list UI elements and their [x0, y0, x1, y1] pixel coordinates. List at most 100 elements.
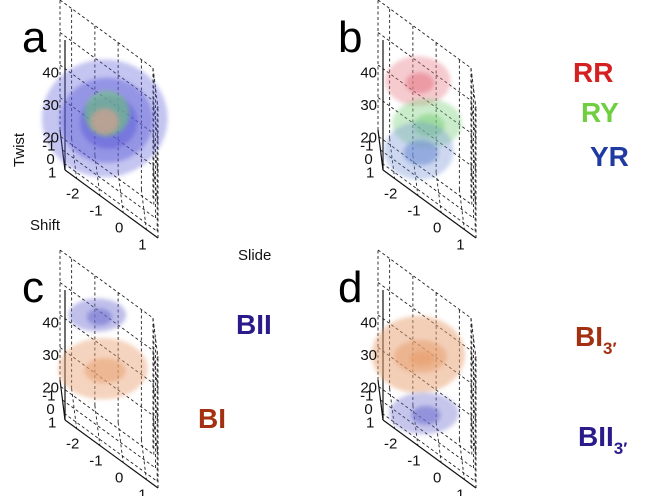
density-level — [86, 308, 112, 326]
x-tick-label: 1 — [456, 487, 464, 496]
density-level — [84, 358, 126, 384]
density-level — [409, 351, 435, 366]
z-tick-label: 30 — [360, 347, 377, 364]
panel-label: a — [22, 13, 47, 62]
box-edge — [470, 317, 477, 359]
box-edge — [377, 0, 472, 69]
y-tick-label: 1 — [48, 414, 56, 431]
z-axis-label: Twist — [11, 132, 28, 167]
z-tick-label: 40 — [360, 65, 377, 82]
grid-line — [470, 100, 477, 141]
y-tick-label: 0 — [46, 151, 54, 168]
series-annotation: RY — [581, 97, 619, 128]
density-cluster — [384, 122, 454, 180]
box-edge — [152, 317, 159, 359]
x-tick-label: -2 — [66, 436, 79, 453]
grid-line — [152, 350, 159, 391]
z-tick-label: 20 — [360, 130, 377, 147]
y-tick-label: -1 — [360, 138, 373, 155]
x-tick-label: -1 — [89, 453, 102, 470]
y-tick-label: -1 — [360, 388, 373, 405]
density-cluster — [385, 56, 451, 106]
z-tick-label: 40 — [360, 315, 377, 332]
x-tick-label: -2 — [384, 186, 397, 203]
density-cluster — [371, 316, 465, 393]
z-tick-label: 20 — [42, 380, 59, 397]
x-tick-label: 1 — [138, 487, 146, 496]
grid-line — [470, 350, 477, 391]
series-annotation: RR — [573, 57, 613, 88]
y-tick-label: 1 — [366, 414, 374, 431]
y-axis — [377, 129, 384, 171]
z-tick-label: 20 — [42, 130, 59, 147]
z-tick-label: 40 — [42, 65, 59, 82]
series-annotation: YR — [590, 141, 629, 172]
series-annotation: BII3′ — [578, 421, 627, 458]
z-tick-label: 20 — [360, 380, 377, 397]
y-axis-label: Shift — [30, 217, 61, 234]
x-tick-label: -2 — [66, 186, 79, 203]
density-level — [411, 405, 441, 425]
x-tick-label: 0 — [115, 470, 123, 487]
y-tick-label: 0 — [46, 401, 54, 418]
y-axis — [377, 379, 384, 421]
z-tick-label: 30 — [42, 97, 59, 114]
grid-line — [381, 162, 476, 232]
x-tick-label: -1 — [407, 203, 420, 220]
y-tick-label: -1 — [42, 388, 55, 405]
y-tick-label: 1 — [366, 164, 374, 181]
x-tick-label: 0 — [433, 470, 441, 487]
x-axis — [382, 169, 477, 239]
density-level — [405, 72, 435, 94]
x-tick-label: -1 — [89, 203, 102, 220]
box-edge — [377, 249, 472, 319]
y-tick-label: -1 — [42, 138, 55, 155]
x-tick-label: 1 — [456, 237, 464, 254]
grid-line — [470, 382, 477, 424]
density-level — [90, 108, 120, 135]
series-annotation: BI3′ — [575, 321, 617, 358]
grid-line — [63, 162, 158, 232]
y-tick-label: 1 — [48, 164, 56, 181]
z-tick-label: 30 — [360, 97, 377, 114]
x-axis-label: Slide — [238, 247, 271, 264]
grid-line — [152, 415, 159, 456]
series-annotation: BII — [236, 309, 272, 340]
z-tick-label: 40 — [42, 315, 59, 332]
grid-line — [470, 165, 477, 206]
box-edge — [470, 67, 477, 109]
series-annotation: BI — [198, 403, 226, 434]
box-edge — [59, 0, 154, 69]
density-cluster — [389, 392, 459, 434]
density-cluster — [90, 108, 120, 135]
x-tick-label: 0 — [115, 220, 123, 237]
grid-line — [152, 165, 159, 206]
grid-line — [71, 388, 78, 429]
x-tick-label: -1 — [407, 453, 420, 470]
grid-line — [62, 399, 156, 469]
y-tick-label: 0 — [364, 151, 372, 168]
y-axis — [59, 379, 66, 421]
density-level — [403, 140, 439, 166]
z-tick-label: 30 — [42, 347, 59, 364]
panel-label: d — [338, 263, 362, 312]
grid-line — [470, 415, 477, 456]
density-cluster — [58, 338, 148, 400]
x-axis — [382, 419, 477, 489]
grid-line — [60, 386, 155, 456]
annotation-subscript: 3′ — [603, 339, 617, 358]
density-cluster — [68, 298, 126, 332]
box-edge — [59, 249, 154, 319]
x-axis — [64, 419, 159, 489]
panel-label: b — [338, 13, 362, 62]
panel-label: c — [22, 263, 44, 312]
x-axis — [64, 169, 159, 239]
grid-line — [152, 382, 159, 424]
grid-line — [63, 412, 158, 482]
y-tick-label: 0 — [364, 401, 372, 418]
